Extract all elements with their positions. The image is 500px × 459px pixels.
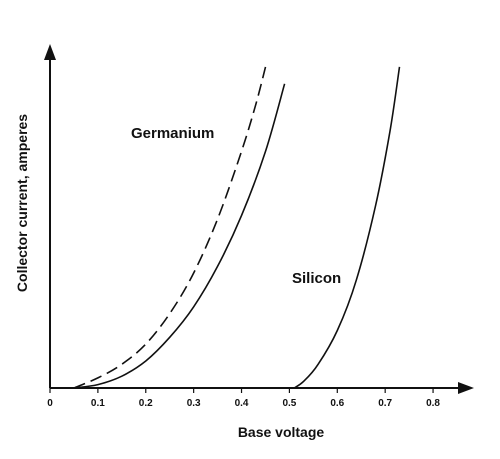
- x-ticks: 0 0.1 0.2 0.3 0.4 0.5 0.6 0.7 0.8: [47, 388, 440, 409]
- x-axis-label: Base voltage: [238, 424, 325, 440]
- y-axis-label: Collector current, amperes: [14, 114, 30, 292]
- silicon-curve: [293, 66, 401, 389]
- x-tick-label: 0.3: [187, 398, 201, 409]
- x-tick-label: 0.2: [139, 398, 153, 409]
- x-tick-label: 0.6: [330, 398, 344, 409]
- x-tick-label: 0.8: [426, 398, 440, 409]
- x-tick-label: 0.5: [282, 398, 296, 409]
- x-tick-label: 0.7: [378, 398, 392, 409]
- germanium-dashed-curve: [73, 66, 267, 389]
- silicon-label: Silicon: [292, 270, 341, 287]
- series-group: [73, 66, 401, 389]
- axes: [44, 44, 474, 394]
- germanium-solid-curve: [73, 83, 286, 389]
- x-axis-arrow: [458, 382, 474, 394]
- x-tick-label: 0: [47, 398, 53, 409]
- x-tick-label: 0.1: [91, 398, 105, 409]
- x-tick-label: 0.4: [235, 398, 249, 409]
- y-axis-arrow: [44, 44, 56, 60]
- germanium-label: Germanium: [131, 125, 214, 142]
